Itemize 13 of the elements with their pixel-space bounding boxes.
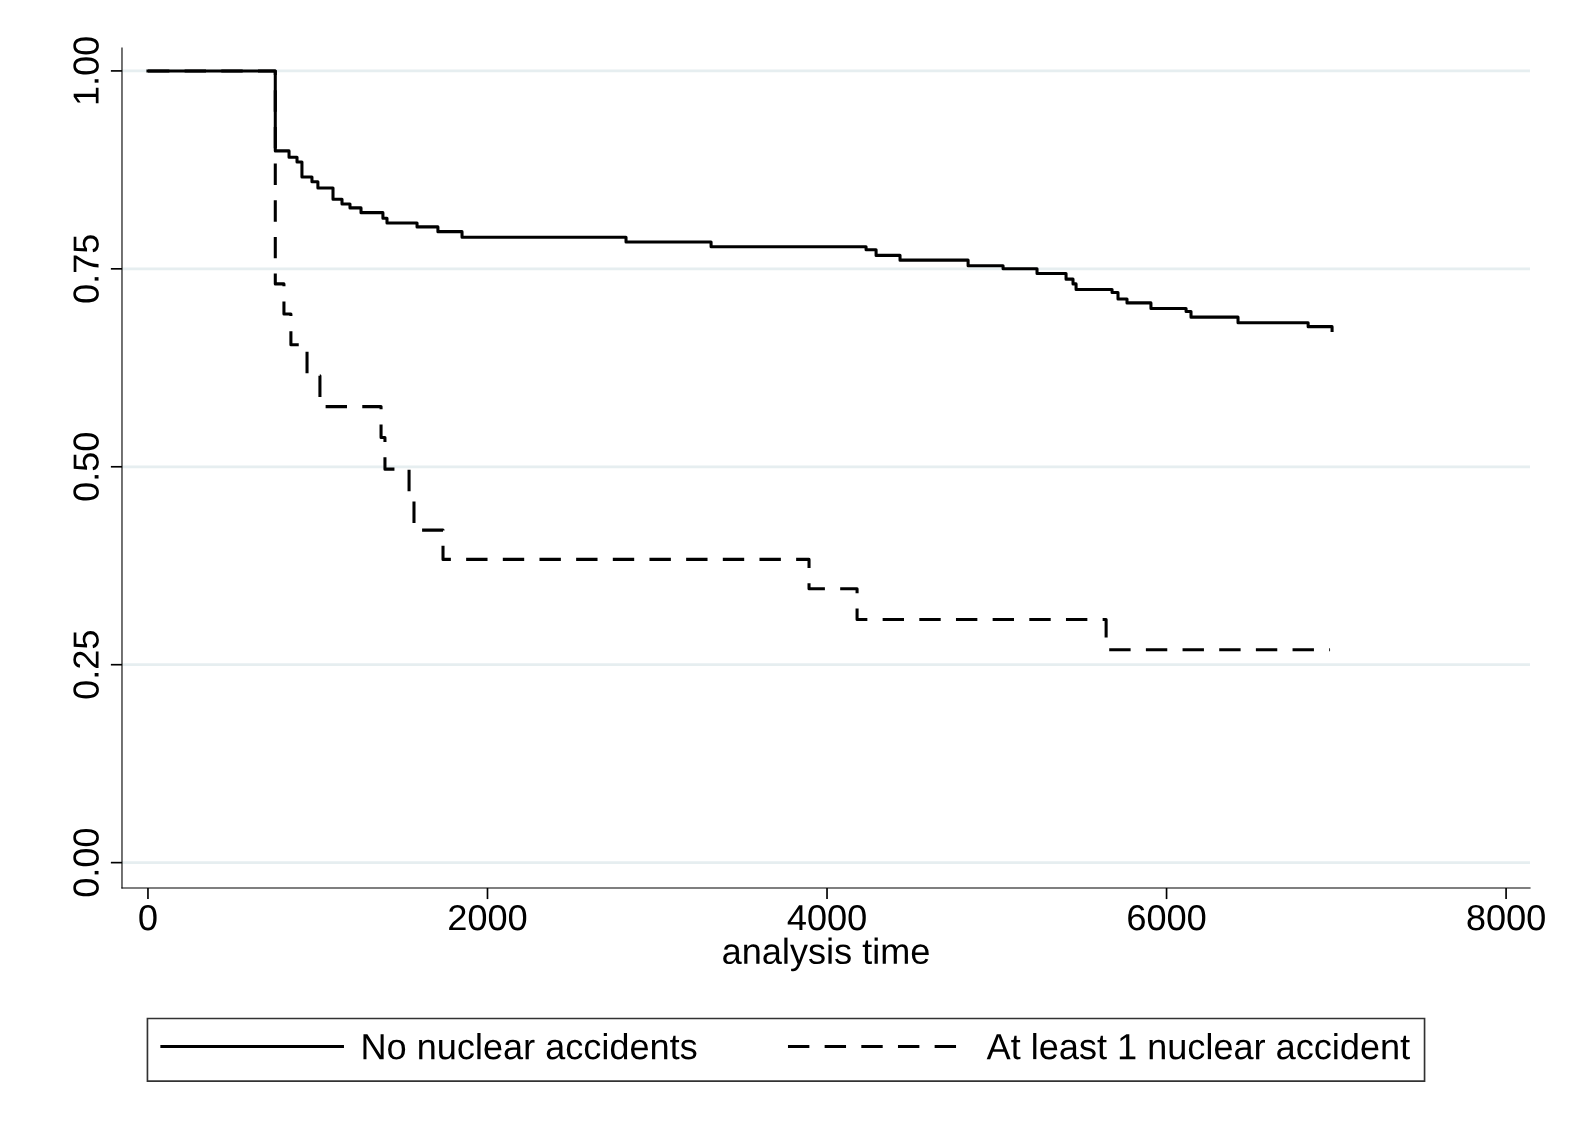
y-tick-label: 1.00 [73, 37, 99, 104]
y-tick-label: 0.75 [73, 235, 99, 303]
text: No nuclear accidents [363, 1032, 697, 1060]
x-tick-label: 0 [139, 904, 157, 931]
x-axis-title: analysis time [723, 937, 929, 972]
x-tick-label: 8000 [1467, 904, 1545, 931]
legend-label: At least 1 nuclear accident [986, 1032, 1410, 1060]
y-tick-label: 0.00 [73, 828, 99, 897]
x-tick-label: 6000 [1128, 904, 1206, 931]
y-tick-label: 0.50 [73, 433, 99, 501]
y-tick-label: 0.25 [73, 631, 99, 699]
x-tick-label: 4000 [787, 904, 866, 931]
x-tick-label: 2000 [449, 904, 527, 931]
